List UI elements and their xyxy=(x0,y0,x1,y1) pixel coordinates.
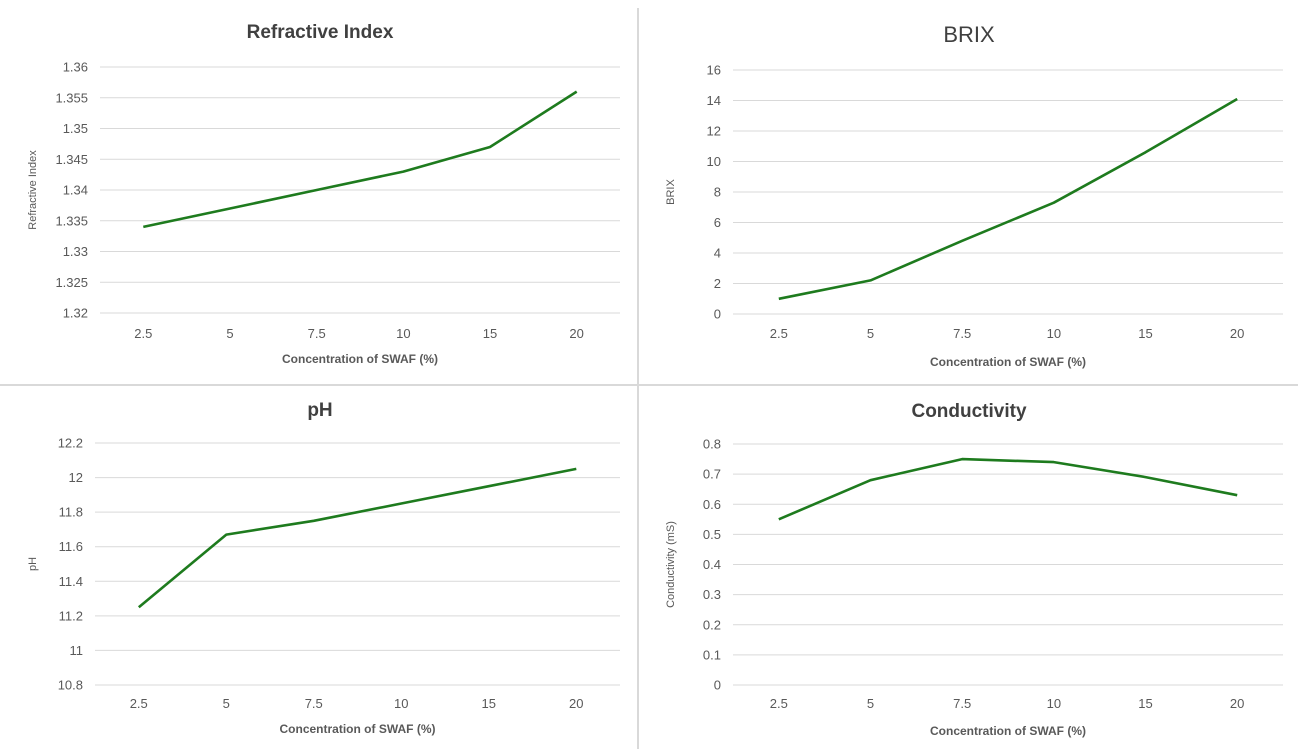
y-tick-label-refractive-index: 1.32 xyxy=(63,306,88,321)
y-tick-label-conductivity: 0.2 xyxy=(703,617,721,632)
chart-title-refractive-index: Refractive Index xyxy=(247,22,394,43)
y-tick-label-brix: 16 xyxy=(707,63,721,78)
x-tick-label-refractive-index: 7.5 xyxy=(308,326,326,341)
chart-svg-conductivity: 0 0.1 0.2 0.3 0.4 0.5 0.6 0.7 0.8 2.5 5 7.5 10 15 20 Co… xyxy=(665,401,1283,738)
x-axis-label-ph: Concentration of SWAF (%) xyxy=(280,722,436,736)
y-tick-label-brix: 6 xyxy=(714,215,721,230)
y-axis-label-ph: pH xyxy=(27,557,39,571)
chart-title-ph: pH xyxy=(307,400,332,421)
series-line-ph xyxy=(137,467,577,609)
chart-title-brix: BRIX xyxy=(943,22,995,47)
x-tick-label-conductivity: 7.5 xyxy=(953,696,971,711)
x-tick-label-ph: 7.5 xyxy=(305,696,323,711)
x-tick-label-conductivity: 20 xyxy=(1230,696,1244,711)
y-tick-label-refractive-index: 1.355 xyxy=(55,90,88,105)
x-tick-label-refractive-index: 2.5 xyxy=(134,326,152,341)
x-tick-label-conductivity: 10 xyxy=(1047,696,1061,711)
x-tick-label-brix: 15 xyxy=(1138,326,1152,341)
x-tick-label-conductivity: 2.5 xyxy=(770,696,788,711)
y-tick-label-ph: 11.8 xyxy=(59,505,83,520)
chart-brix: 0 2 4 6 8 10 12 14 16 2.5 5 7.5 10 15 20 BRIX Concentrat… xyxy=(638,0,1298,385)
x-tick-label-conductivity: 5 xyxy=(867,696,874,711)
x-axis-label-conductivity: Concentration of SWAF (%) xyxy=(930,724,1086,738)
y-tick-label-refractive-index: 1.325 xyxy=(55,275,88,290)
x-tick-label-ph: 20 xyxy=(569,696,583,711)
y-axis-label-refractive-index: Refractive Index xyxy=(27,150,39,230)
y-tick-label-refractive-index: 1.345 xyxy=(55,152,88,167)
x-tick-label-refractive-index: 5 xyxy=(226,326,233,341)
y-tick-label-conductivity: 0.5 xyxy=(703,527,721,542)
x-tick-label-ph: 15 xyxy=(482,696,496,711)
x-tick-label-brix: 7.5 xyxy=(953,326,971,341)
y-tick-label-conductivity: 0.6 xyxy=(703,497,721,512)
y-tick-label-ph: 10.8 xyxy=(58,678,83,693)
y-tick-label-brix: 8 xyxy=(714,185,721,200)
x-tick-label-conductivity: 15 xyxy=(1138,696,1152,711)
y-axis-label-conductivity: Conductivity (mS) xyxy=(665,521,677,608)
y-tick-label-conductivity: 0.1 xyxy=(703,647,721,662)
y-tick-label-conductivity: 0.8 xyxy=(703,437,721,452)
y-tick-label-ph: 11.4 xyxy=(59,574,83,589)
series-line-refractive-index xyxy=(143,90,578,229)
y-tick-label-refractive-index: 1.33 xyxy=(63,244,88,259)
chart-title-conductivity: Conductivity xyxy=(911,401,1026,422)
x-axis-label-brix: Concentration of SWAF (%) xyxy=(930,355,1086,369)
x-tick-label-brix: 5 xyxy=(867,326,874,341)
y-tick-label-ph: 12.2 xyxy=(58,436,83,451)
y-tick-label-brix: 4 xyxy=(714,246,721,261)
y-tick-label-ph: 11.2 xyxy=(59,608,83,623)
chart-refractive-index: 1.32 1.325 1.33 1.335 1.34 1.345 1.35 1.355 1.36… xyxy=(0,0,638,385)
x-tick-label-ph: 10 xyxy=(394,696,408,711)
y-tick-label-refractive-index: 1.335 xyxy=(55,213,88,228)
series-line-conductivity xyxy=(778,457,1238,521)
x-tick-label-refractive-index: 15 xyxy=(483,326,497,341)
chart-svg-refractive-index: 1.32 1.325 1.33 1.335 1.34 1.345 1.35 1.355 1.36… xyxy=(27,22,620,366)
x-tick-label-brix: 10 xyxy=(1047,326,1061,341)
chart-ph: 10.8 11 11.2 11.4 11.6 11.8 12 12.2 2.5 5 7.5 10 15 2… xyxy=(0,385,638,749)
x-tick-label-brix: 20 xyxy=(1230,326,1244,341)
y-tick-label-refractive-index: 1.35 xyxy=(63,121,88,136)
x-tick-label-refractive-index: 10 xyxy=(396,326,410,341)
y-tick-label-conductivity: 0.7 xyxy=(703,467,721,482)
y-tick-label-brix: 0 xyxy=(714,307,721,322)
x-tick-label-brix: 2.5 xyxy=(770,326,788,341)
y-tick-label-conductivity: 0 xyxy=(714,678,721,693)
chart-svg-ph: 10.8 11 11.2 11.4 11.6 11.8 12 12.2 2.5 5 7.5 10 15 2… xyxy=(27,400,620,736)
y-tick-label-ph: 11 xyxy=(70,643,84,658)
chart-conductivity: 0 0.1 0.2 0.3 0.4 0.5 0.6 0.7 0.8 2.5 5 7.5 10 15 20 Co… xyxy=(638,385,1298,749)
chart-svg-brix: 0 2 4 6 8 10 12 14 16 2.5 5 7.5 10 15 20 BRIX Concentrat… xyxy=(665,22,1283,369)
x-tick-label-refractive-index: 20 xyxy=(569,326,583,341)
y-tick-label-refractive-index: 1.36 xyxy=(63,60,88,75)
y-axis-label-brix: BRIX xyxy=(665,179,677,205)
y-tick-label-ph: 12 xyxy=(69,470,83,485)
x-tick-label-ph: 2.5 xyxy=(130,696,148,711)
y-tick-label-brix: 14 xyxy=(707,93,721,108)
y-tick-label-brix: 2 xyxy=(714,276,721,291)
series-line-brix xyxy=(778,97,1238,301)
y-tick-label-brix: 10 xyxy=(707,154,721,169)
y-tick-label-ph: 11.6 xyxy=(59,539,83,554)
y-tick-label-conductivity: 0.3 xyxy=(703,587,721,602)
y-tick-label-conductivity: 0.4 xyxy=(703,557,721,572)
x-axis-label-refractive-index: Concentration of SWAF (%) xyxy=(282,352,438,366)
panel-divider-vertical xyxy=(637,8,639,749)
panel-divider-horizontal xyxy=(0,384,1298,386)
x-tick-label-ph: 5 xyxy=(223,696,230,711)
y-tick-label-brix: 12 xyxy=(707,124,721,139)
y-tick-label-refractive-index: 1.34 xyxy=(63,183,88,198)
